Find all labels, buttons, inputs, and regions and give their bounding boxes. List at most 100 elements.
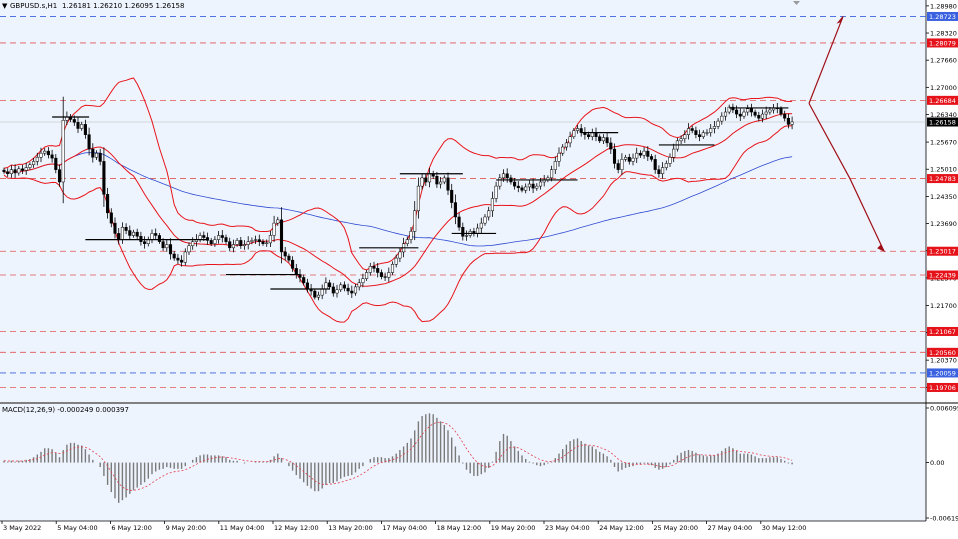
candle <box>161 238 165 251</box>
candle-body <box>228 241 232 249</box>
candle <box>749 103 753 117</box>
candle <box>716 118 720 130</box>
candle-body <box>120 226 124 240</box>
price-tick-label: 1.27660 <box>930 57 957 65</box>
level-tag-label: 1.20059 <box>929 369 956 377</box>
candle-body <box>598 136 602 142</box>
up-arrowhead-icon <box>836 16 844 24</box>
candle-body <box>20 168 25 171</box>
candle <box>13 164 17 178</box>
candle-body <box>701 132 705 137</box>
candle <box>176 254 180 264</box>
candle-body <box>150 233 154 240</box>
candle-body <box>642 150 646 156</box>
candle-body <box>616 163 620 170</box>
candle-body <box>483 216 487 224</box>
level-tag-label: 1.20560 <box>929 349 956 357</box>
candle <box>701 130 705 139</box>
candle <box>746 104 750 116</box>
candle <box>276 216 280 226</box>
candle <box>9 165 13 178</box>
candle <box>257 234 261 247</box>
level-tag-label: 1.26684 <box>929 97 956 105</box>
scroll-marker-icon[interactable] <box>793 1 800 5</box>
candle-body <box>91 148 95 158</box>
candle-body <box>786 117 790 125</box>
current-price-label: 1.26158 <box>929 118 956 126</box>
level-tag-label: 1.28079 <box>929 39 956 47</box>
candle <box>124 223 128 235</box>
candle <box>213 236 217 247</box>
candle <box>764 106 768 119</box>
candle <box>291 256 295 272</box>
main-chart-area[interactable] <box>0 0 926 402</box>
header-marker[interactable]: ▼ <box>2 2 8 10</box>
macd-tick-label: 0.00 <box>930 459 944 467</box>
candle-body <box>505 173 509 179</box>
candle-body <box>553 161 557 170</box>
candle-body <box>32 161 36 165</box>
candle <box>172 251 176 261</box>
candle-body <box>272 222 276 236</box>
candle-body <box>531 183 535 189</box>
candle <box>83 119 87 139</box>
candle <box>550 165 554 182</box>
candle <box>679 135 683 144</box>
candle-body <box>350 290 354 294</box>
candle <box>168 238 173 260</box>
candle <box>183 248 187 266</box>
candle-body <box>331 286 335 294</box>
candle-body <box>257 239 261 242</box>
candle-body <box>205 237 210 241</box>
bollinger-lower-band <box>3 125 793 323</box>
down-projection-arrow <box>808 103 885 252</box>
candle <box>757 111 761 122</box>
candle <box>57 164 62 187</box>
candle <box>498 174 502 190</box>
candle-body <box>220 235 224 238</box>
candle <box>646 146 650 161</box>
support-lines <box>52 107 789 290</box>
candle <box>535 183 539 191</box>
candle-body <box>635 152 639 159</box>
candle-body <box>783 113 787 119</box>
candle-body <box>672 148 676 158</box>
candle-body <box>738 113 742 117</box>
bollinger-upper-band <box>3 77 793 271</box>
candle-body <box>102 161 106 195</box>
candle <box>631 153 635 166</box>
candle-body <box>324 282 328 290</box>
candle-body <box>131 231 136 236</box>
candle <box>727 104 731 115</box>
candle <box>154 228 158 240</box>
candle-body <box>779 108 783 115</box>
time-tick-label: 12 May 12:00 <box>274 524 319 532</box>
candle <box>557 147 561 167</box>
candle-body <box>405 239 409 244</box>
candle-body <box>113 222 117 234</box>
candle-body <box>268 235 272 244</box>
candle <box>561 144 565 156</box>
candle <box>339 282 343 293</box>
candle-body <box>383 276 387 278</box>
macd-chart-area[interactable] <box>0 404 926 521</box>
candle-body <box>168 244 173 255</box>
candle <box>165 240 169 252</box>
candle-body <box>394 257 398 265</box>
candle-body <box>98 152 102 162</box>
candle-body <box>683 134 687 140</box>
candle-body <box>572 130 576 137</box>
candle <box>246 236 250 250</box>
candle-body <box>690 128 694 131</box>
candle-body <box>172 253 176 259</box>
candle-body <box>653 159 657 170</box>
candle <box>609 137 613 154</box>
candle-body <box>620 159 624 170</box>
candle <box>635 147 639 164</box>
candle <box>742 109 746 119</box>
symbol-label: GBPUSD.s,H1 <box>10 2 57 10</box>
candle-body <box>605 137 609 144</box>
candle-body <box>328 282 332 288</box>
candle <box>35 152 39 166</box>
